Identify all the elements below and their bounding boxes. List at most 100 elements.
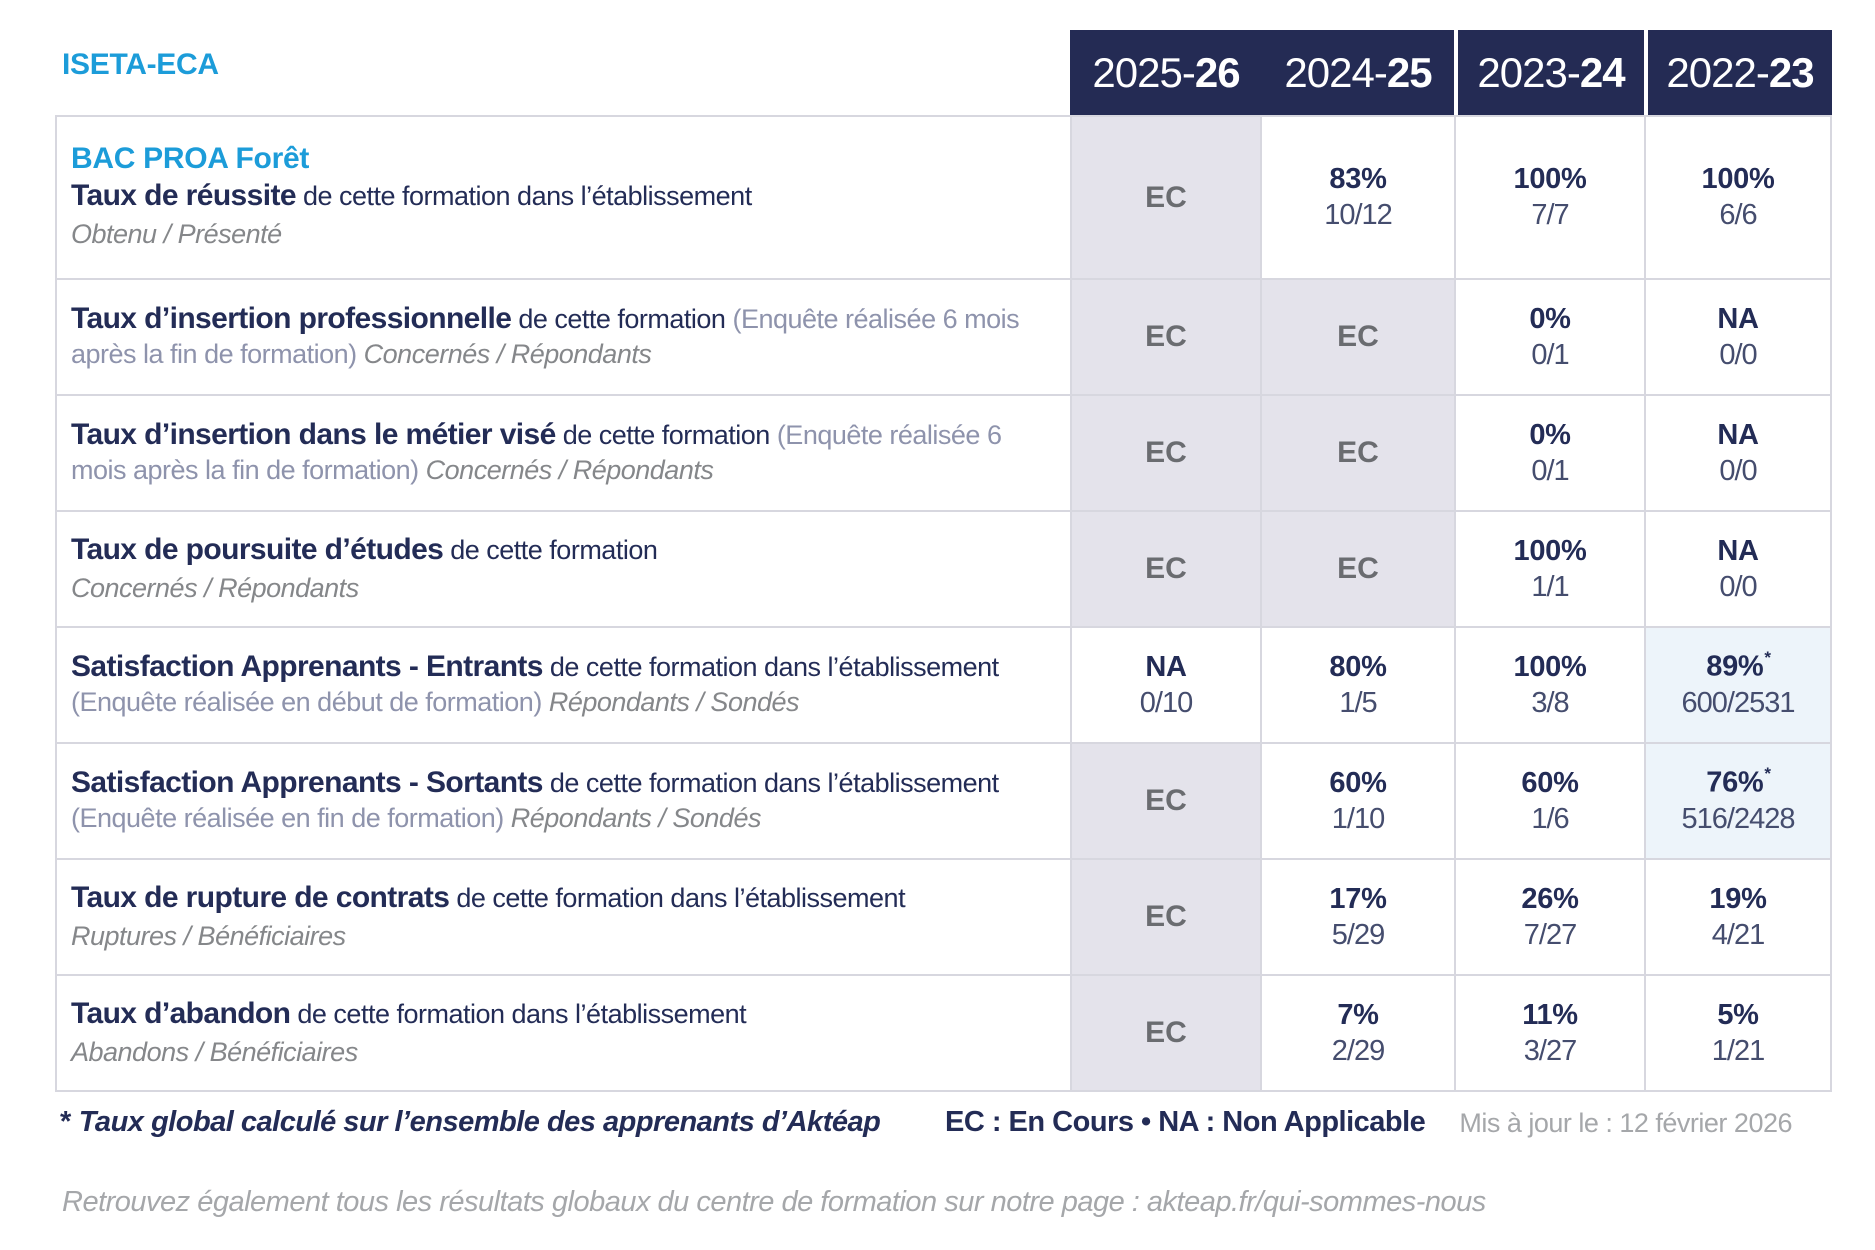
value-main: 100% [1513, 534, 1587, 567]
value-cell: NA 0/0 [1644, 394, 1830, 510]
value-main: EC [1337, 552, 1379, 585]
value-cell: EC [1070, 858, 1260, 974]
row-label-insertion-professionnelle: Taux d’insertion professionnelle de cett… [57, 278, 1070, 394]
value-cell: 100% 7/7 [1454, 117, 1644, 278]
row-label-rupture-contrats: Taux de rupture de contrats de cette for… [57, 858, 1070, 974]
value-cell: EC [1070, 117, 1260, 278]
asterisk-symbol: * [60, 1106, 71, 1138]
indicator-title-bold: Taux de rupture de contrats [71, 880, 450, 914]
indicator-subtitle: Concernés / Répondants [71, 572, 359, 603]
value-cell: NA 0/0 [1644, 510, 1830, 626]
value-fraction: 0/0 [1719, 454, 1757, 487]
row-label-poursuite-etudes: Taux de poursuite d’études de cette form… [57, 510, 1070, 626]
indicator-title: Taux de réussite de cette formation dans… [71, 178, 1044, 214]
indicator-note: (Enquête réalisée 6 mois après la fin de… [71, 303, 1020, 369]
value-cell: EC [1070, 742, 1260, 858]
indicator-subtitle: Ruptures / Bénéficiaires [71, 920, 346, 951]
asterisk-footnote: * Taux global calculé sur l’ensemble des … [60, 1106, 881, 1139]
row-label-satisfaction-entrants: Satisfaction Apprenants - Entrants de ce… [57, 626, 1070, 742]
value-fraction: 2/29 [1331, 1034, 1385, 1067]
value-cell: EC [1260, 510, 1454, 626]
value-fraction: 1/10 [1331, 802, 1385, 835]
value-main: NA [1145, 650, 1187, 683]
value-cell: 89%* 600/2531 [1644, 626, 1830, 742]
value-main: 0% [1529, 302, 1571, 335]
value-cell: 11% 3/27 [1454, 974, 1644, 1090]
indicator-subtitle: Répondants / Sondés [541, 686, 800, 717]
value-fraction: 1/6 [1531, 802, 1569, 835]
value-main: 100% [1513, 650, 1587, 683]
indicator-title-bold: Satisfaction Apprenants - Sortants [71, 765, 543, 799]
indicator-title: Taux de poursuite d’études de cette form… [71, 532, 1044, 568]
value-main: NA [1717, 418, 1759, 451]
program-title: BAC PROA Forêt [71, 142, 310, 175]
global-results-link-text: Retrouvez également tous les résultats g… [62, 1186, 1486, 1218]
indicator-title-rest: de cette formation [443, 534, 658, 565]
value-main: EC [1337, 320, 1379, 353]
value-cell: NA 0/0 [1644, 278, 1830, 394]
value-main: 7% [1337, 998, 1379, 1031]
value-fraction: 1/1 [1531, 570, 1569, 603]
row-label-satisfaction-sortants: Satisfaction Apprenants - Sortants de ce… [57, 742, 1070, 858]
value-main: 17% [1329, 882, 1387, 915]
year-prefix: 2025- [1092, 48, 1195, 96]
indicator-subtitle: Répondants / Sondés [503, 802, 762, 833]
year-prefix: 2023- [1477, 48, 1580, 96]
year-prefix: 2024- [1284, 48, 1387, 96]
indicator-title-rest: de cette formation [511, 303, 733, 334]
value-fraction: 4/21 [1711, 918, 1765, 951]
value-main: EC [1145, 180, 1187, 214]
value-main: EC [1145, 784, 1187, 817]
value-main: 60% [1329, 766, 1387, 799]
value-fraction: 6/6 [1719, 199, 1757, 231]
row-label-abandon: Taux d’abandon de cette formation dans l… [57, 974, 1070, 1090]
indicator-title: Taux de rupture de contrats de cette for… [71, 880, 1044, 916]
value-main: 80% [1329, 650, 1387, 683]
value-main: 26% [1521, 882, 1579, 915]
value-main: EC [1145, 436, 1187, 469]
value-main: 76%* [1706, 764, 1771, 799]
indicator-title-bold: Taux d’insertion professionnelle [71, 301, 512, 335]
value-fraction: 0/0 [1719, 338, 1757, 371]
indicator-title-rest: de cette formation [555, 419, 777, 450]
value-cell: 100% 3/8 [1454, 626, 1644, 742]
value-cell: 100% 6/6 [1644, 117, 1830, 278]
value-cell: 0% 0/1 [1454, 394, 1644, 510]
indicator-title: Satisfaction Apprenants - Sortants de ce… [71, 765, 1044, 836]
year-suffix: 23 [1768, 48, 1815, 96]
value-fraction: 0/0 [1719, 570, 1757, 603]
year-suffix: 24 [1579, 48, 1626, 96]
value-main: 11% [1522, 998, 1578, 1031]
value-cell: EC [1260, 394, 1454, 510]
indicator-title: Satisfaction Apprenants - Entrants de ce… [71, 649, 1044, 720]
value-cell: 17% 5/29 [1260, 858, 1454, 974]
value-fraction: 0/1 [1531, 338, 1569, 371]
indicator-subtitle: Concernés / Répondants [356, 338, 652, 369]
value-cell: 80% 1/5 [1260, 626, 1454, 742]
value-cell: EC [1070, 394, 1260, 510]
indicator-title-rest: de cette formation dans l’établissement [542, 651, 999, 682]
value-fraction: 3/27 [1523, 1034, 1577, 1067]
value-cell: 60% 1/6 [1454, 742, 1644, 858]
indicator-note: (Enquête réalisée en début de formation) [71, 686, 542, 717]
value-fraction: 5/29 [1331, 918, 1385, 951]
value-cell: EC [1070, 510, 1260, 626]
asterisk-footnote-text: Taux global calculé sur l’ensemble des a… [78, 1106, 881, 1138]
value-fraction: 7/7 [1531, 199, 1569, 231]
value-fraction: 516/2428 [1681, 802, 1796, 835]
value-cell: 19% 4/21 [1644, 858, 1830, 974]
year-suffix: 25 [1386, 48, 1433, 96]
value-main: NA [1717, 534, 1759, 567]
value-main: 0% [1529, 418, 1571, 451]
indicator-title-bold: Satisfaction Apprenants - Entrants [71, 649, 543, 683]
value-fraction: 1/21 [1711, 1034, 1765, 1067]
value-main: 100% [1701, 163, 1775, 195]
indicator-title-rest: de cette formation dans l’établissement [449, 882, 906, 913]
last-updated-date: Mis à jour le : 12 février 2026 [1459, 1108, 1792, 1138]
value-fraction: 0/1 [1531, 454, 1569, 487]
asterisk-marker: * [1764, 648, 1771, 668]
value-main: EC [1145, 1016, 1187, 1049]
header-year-2025-26: 2025- 26 [1070, 30, 1262, 115]
indicator-title: Taux d’insertion professionnelle de cett… [71, 301, 1044, 372]
